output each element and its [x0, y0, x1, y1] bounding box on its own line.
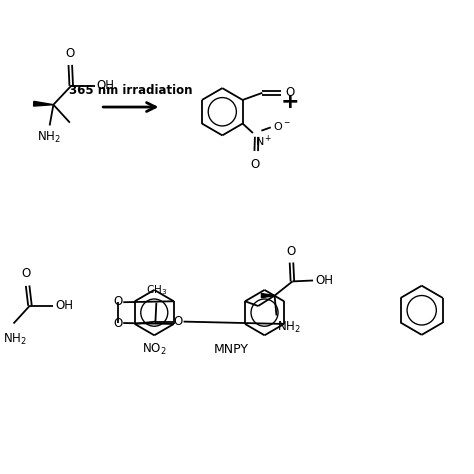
Text: OH: OH — [315, 274, 333, 287]
Text: O: O — [251, 157, 260, 171]
Text: NH$_2$: NH$_2$ — [3, 331, 27, 346]
Text: O: O — [173, 315, 182, 328]
Polygon shape — [34, 101, 54, 106]
Text: O: O — [113, 295, 122, 308]
Text: MNPY: MNPY — [214, 343, 249, 356]
Text: 365 nm irradiation: 365 nm irradiation — [69, 83, 192, 97]
Text: O: O — [287, 245, 296, 258]
Text: NO$_2$: NO$_2$ — [142, 342, 166, 357]
Text: O: O — [113, 317, 122, 330]
Text: OH: OH — [55, 299, 73, 312]
Text: O: O — [66, 47, 75, 60]
Text: CH$_3$: CH$_3$ — [146, 284, 167, 298]
Text: NH$_2$: NH$_2$ — [277, 320, 301, 335]
Text: O: O — [286, 86, 295, 100]
Text: OH: OH — [96, 79, 114, 92]
Text: +: + — [281, 92, 300, 112]
Polygon shape — [262, 293, 274, 298]
Text: N$^+$: N$^+$ — [255, 134, 273, 149]
Text: O$^-$: O$^-$ — [273, 120, 291, 132]
Text: O: O — [22, 266, 31, 280]
Text: NH$_2$: NH$_2$ — [37, 130, 61, 146]
